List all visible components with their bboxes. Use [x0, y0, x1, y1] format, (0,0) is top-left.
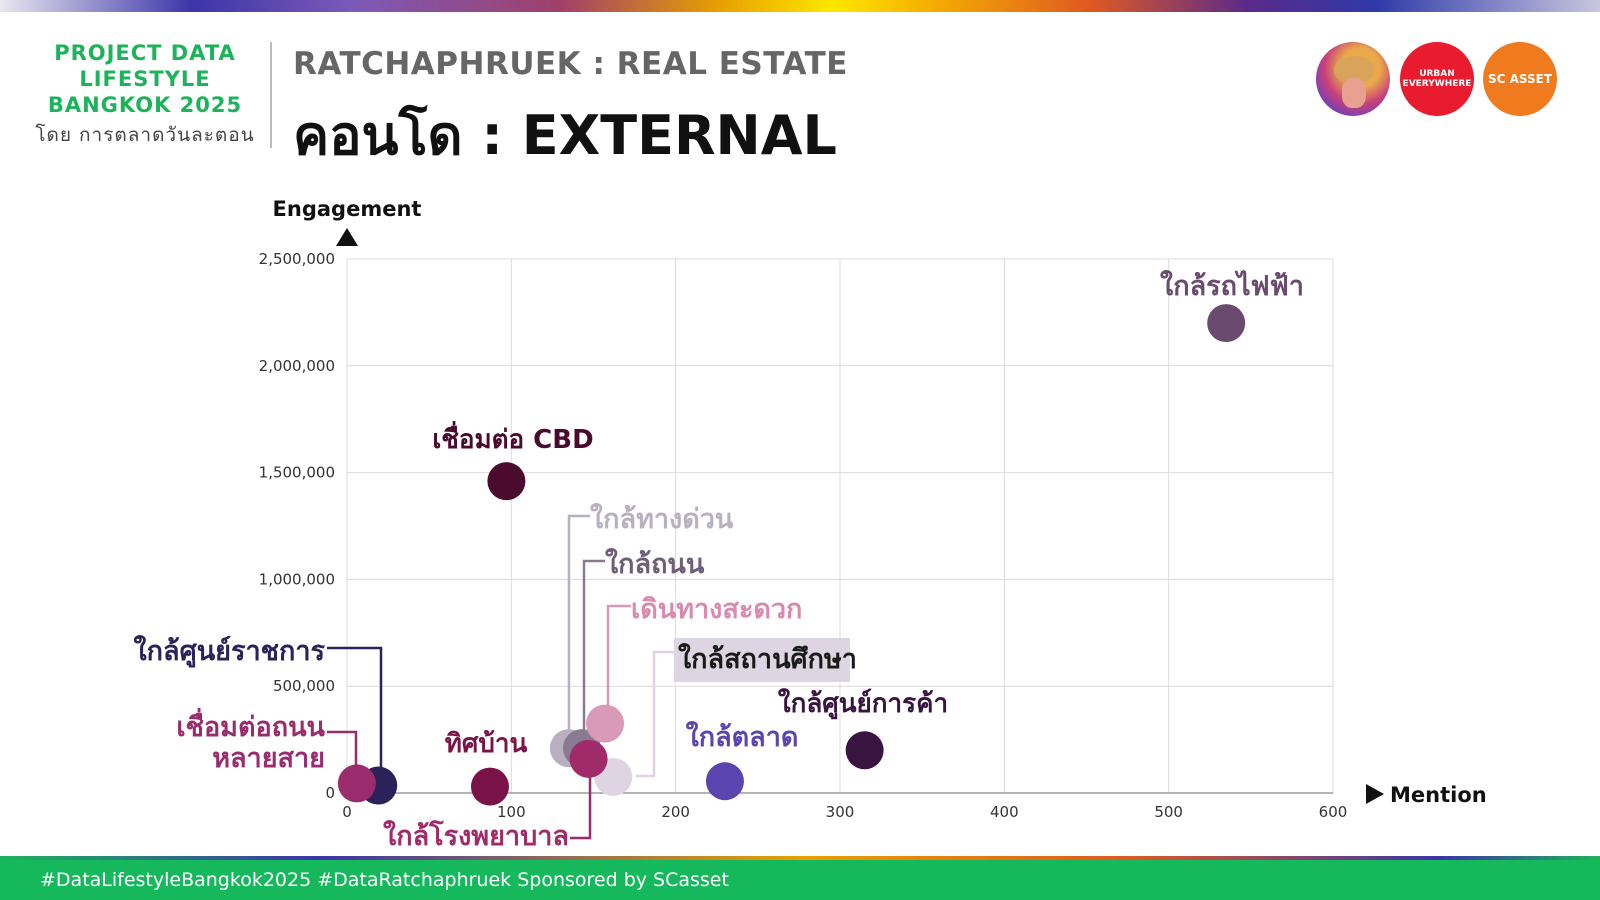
point-label: ใกล้ถนน	[605, 548, 705, 580]
header-divider	[270, 42, 272, 148]
point-label: ใกล้รถไฟฟ้า	[1160, 270, 1304, 302]
brand-block: PROJECT DATA LIFESTYLE BANGKOK 2025 โดย …	[35, 40, 255, 150]
x-tick-label: 200	[661, 803, 690, 821]
point-label-line: ใกล้สถานศึกษา	[678, 643, 857, 675]
data-point	[470, 767, 509, 806]
data-point	[705, 762, 744, 801]
point-label: เชื่อมต่อ CBD	[432, 420, 593, 455]
data-point	[586, 704, 625, 743]
axis-layer: 0 100 200 300 400 500 600 0 500,000 1,000,000 1,50…	[259, 197, 1487, 821]
point-label: เชื่อมต่อถนนหลายสาย	[176, 707, 325, 774]
data-point	[845, 731, 884, 770]
point-label-line: ใกล้รถไฟฟ้า	[1160, 270, 1304, 302]
urban-everywhere-logo-text: URBAN EVERYWHERE	[1402, 69, 1472, 89]
point-label: ใกล้โรงพยาบาล	[383, 819, 569, 852]
urban-everywhere-logo: URBAN EVERYWHERE	[1400, 42, 1474, 116]
footer-hashtags: #DataLifestyleBangkok2025 #DataRatchaphr…	[40, 869, 729, 891]
label-layer: ใกล้รถไฟฟ้าเชื่อมต่อ CBD ใกล้ทางด่วนใกล้ถ…	[134, 270, 1304, 852]
point-layer	[337, 304, 1246, 806]
leader-line	[327, 646, 383, 772]
point-label-line: เดินทางสะดวก	[631, 594, 802, 625]
footer-bar: #DataLifestyleBangkok2025 #DataRatchaphr…	[0, 860, 1600, 900]
data-point	[487, 462, 526, 501]
x-tick-label: 0	[342, 803, 352, 821]
x-tick-label: 600	[1319, 803, 1348, 821]
x-axis-title: Mention	[1390, 783, 1487, 807]
point-label: ใกล้ตลาด	[686, 721, 799, 753]
y-tick-label: 500,000	[273, 677, 335, 695]
point-label-line: ใกล้ศูนย์ราชการ	[134, 635, 326, 668]
point-label-line: เชื่อมต่อถนน	[176, 707, 325, 743]
y-axis-title: Engagement	[273, 197, 422, 221]
y-axis-arrow-icon	[336, 228, 358, 246]
y-tick-label: 2,000,000	[259, 357, 335, 375]
scatter-chart: 0 100 200 300 400 500 600 0 500,000 1,000,000 1,50…	[134, 197, 1487, 852]
sc-asset-logo: SC ASSET	[1483, 42, 1557, 116]
brand-title: PROJECT DATA LIFESTYLE BANGKOK 2025	[47, 41, 243, 117]
point-label-line: ใกล้ทางด่วน	[590, 503, 734, 535]
leader-line	[636, 650, 678, 778]
grid-layer	[346, 258, 1334, 794]
brand-subtitle: โดย การตลาดวันละตอน	[35, 124, 255, 146]
x-tick-label: 300	[826, 803, 855, 821]
y-tick-label: 0	[325, 784, 335, 802]
point-label-line: ใกล้ถนน	[605, 548, 705, 580]
point-label-line: ใกล้ตลาด	[686, 721, 799, 753]
x-axis-arrow-icon	[1366, 784, 1384, 804]
leader-line	[567, 514, 590, 748]
point-label-line: ทิศบ้าน	[445, 729, 528, 759]
label-highlight-box	[674, 638, 850, 682]
point-label-line: เชื่อมต่อ CBD	[432, 420, 593, 455]
y-tick-label: 1,000,000	[259, 570, 335, 588]
page-title: คอนโด : EXTERNAL	[293, 104, 837, 167]
x-tick-label: 100	[497, 803, 526, 821]
character-logo	[1316, 42, 1390, 116]
leader-line	[582, 559, 605, 748]
point-label-line: หลายสาย	[212, 743, 325, 774]
point-label: ใกล้ศูนย์การค้า	[778, 688, 948, 720]
point-label: ทิศบ้าน	[445, 729, 528, 759]
point-label: ใกล้ทางด่วน	[590, 503, 734, 535]
point-label: เดินทางสะดวก	[631, 594, 802, 625]
y-tick-label: 1,500,000	[259, 464, 335, 482]
top-gradient-bar	[0, 0, 1600, 12]
sc-asset-logo-text: SC ASSET	[1487, 72, 1553, 86]
leader-layer	[327, 514, 678, 840]
footer-gradient-line	[0, 856, 1600, 860]
point-label: ใกล้ศูนย์ราชการ	[134, 635, 326, 668]
point-label-line: ใกล้ศูนย์การค้า	[778, 688, 948, 720]
point-label-line: ใกล้โรงพยาบาล	[383, 819, 569, 852]
data-point	[337, 764, 376, 803]
data-point	[1207, 304, 1246, 343]
y-tick-label: 2,500,000	[259, 250, 335, 268]
leader-line	[570, 766, 592, 840]
face-shape	[1342, 78, 1366, 108]
hat-shape	[1334, 56, 1374, 82]
x-tick-label: 400	[990, 803, 1019, 821]
point-label: ใกล้สถานศึกษา	[678, 643, 857, 675]
page-subtitle: RATCHAPHRUEK : REAL ESTATE	[293, 46, 848, 82]
x-tick-label: 500	[1154, 803, 1183, 821]
leader-line	[327, 730, 358, 772]
leader-line	[606, 604, 631, 722]
data-point	[569, 739, 608, 778]
